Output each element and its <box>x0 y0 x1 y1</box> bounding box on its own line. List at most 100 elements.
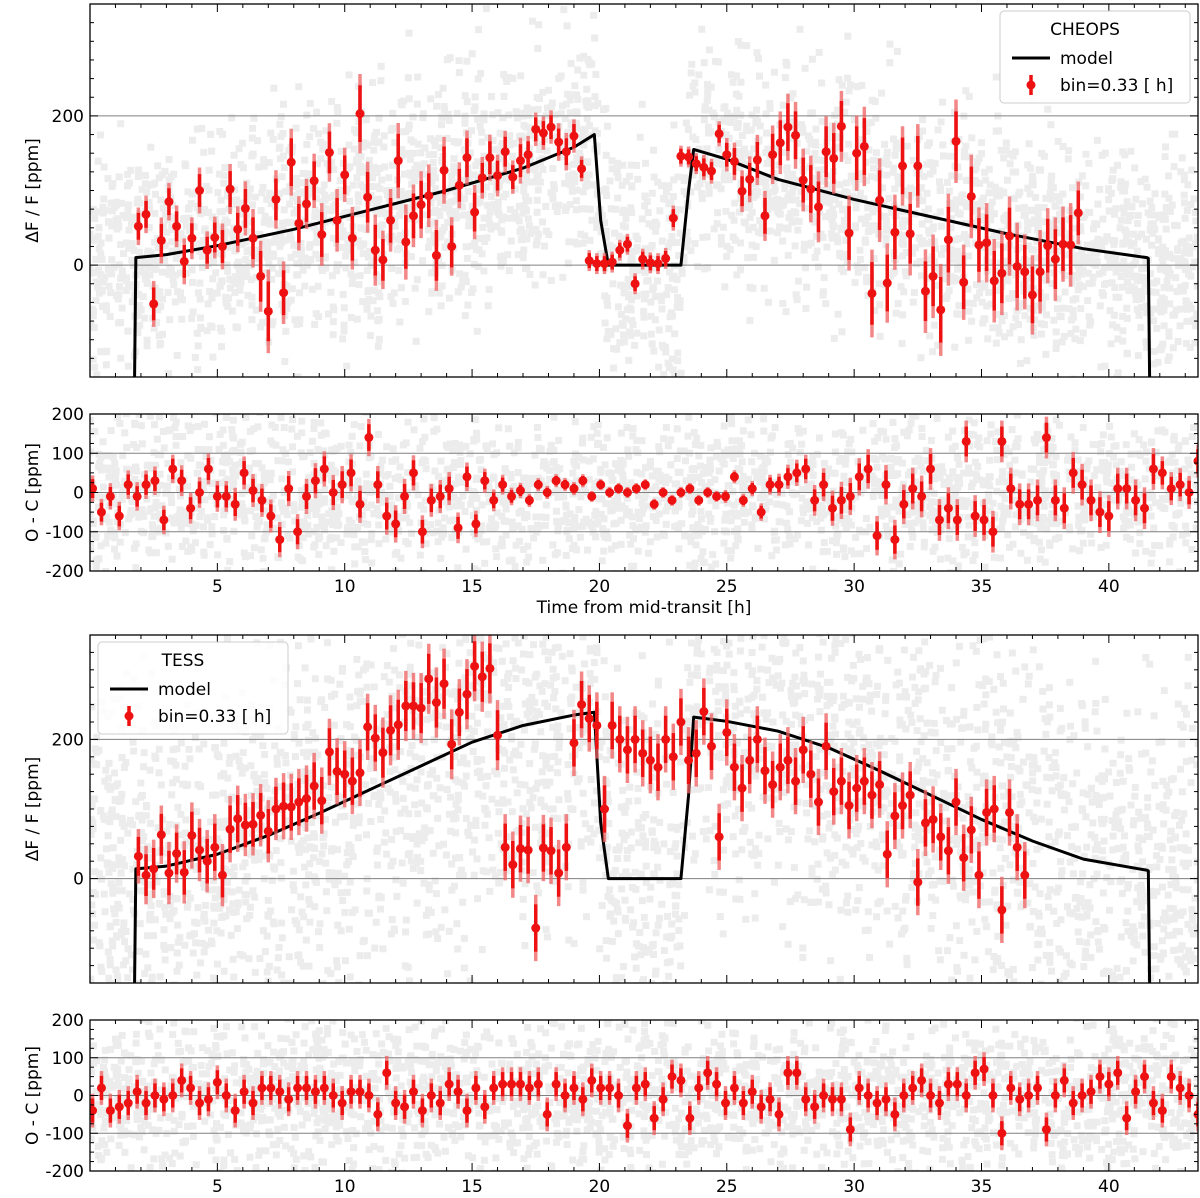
raw-point <box>199 477 207 485</box>
raw-point <box>738 458 746 466</box>
raw-point <box>278 475 286 483</box>
raw-point <box>122 239 130 247</box>
raw-point <box>811 253 819 261</box>
raw-point <box>313 108 321 116</box>
raw-point <box>812 141 820 149</box>
raw-point <box>699 470 707 478</box>
raw-point <box>316 500 324 508</box>
raw-point <box>514 469 522 477</box>
raw-point <box>1150 347 1158 355</box>
raw-point <box>844 32 852 40</box>
raw-point <box>534 230 542 238</box>
raw-point <box>389 445 397 453</box>
raw-point <box>476 198 484 206</box>
raw-point <box>863 127 871 135</box>
raw-point <box>143 336 151 344</box>
raw-point <box>1080 212 1088 220</box>
raw-point <box>1093 257 1101 265</box>
raw-point <box>654 468 662 476</box>
raw-point <box>573 123 581 131</box>
raw-point <box>1169 533 1177 541</box>
raw-point <box>146 206 154 214</box>
raw-point <box>368 530 376 538</box>
raw-point <box>212 269 220 277</box>
raw-point <box>880 588 887 595</box>
raw-point <box>1081 504 1089 512</box>
raw-point <box>1137 323 1145 331</box>
raw-point <box>760 174 768 182</box>
raw-point <box>187 200 195 208</box>
raw-point <box>642 489 650 497</box>
raw-point <box>90 269 94 277</box>
raw-point <box>892 496 900 504</box>
raw-point <box>380 132 388 140</box>
raw-point <box>270 238 278 246</box>
raw-point <box>667 199 675 207</box>
raw-point <box>1142 338 1150 346</box>
raw-point <box>102 361 110 369</box>
raw-point <box>734 119 742 127</box>
raw-point <box>873 226 881 234</box>
raw-point <box>753 106 761 114</box>
raw-point <box>1099 379 1106 386</box>
raw-point <box>799 504 807 512</box>
raw-point <box>468 288 476 296</box>
raw-point <box>160 444 168 452</box>
raw-point <box>161 167 169 175</box>
data-point <box>615 245 625 255</box>
raw-point <box>688 60 696 68</box>
data-point <box>875 195 885 205</box>
raw-point <box>1065 305 1073 313</box>
raw-point <box>773 536 781 544</box>
raw-point <box>760 173 768 181</box>
raw-point <box>248 134 256 142</box>
raw-point <box>168 515 176 523</box>
raw-point <box>491 404 498 411</box>
raw-point <box>1078 249 1086 257</box>
raw-point <box>359 241 367 249</box>
raw-point <box>773 207 781 215</box>
raw-point <box>658 237 666 245</box>
raw-point <box>463 254 471 262</box>
raw-point <box>292 182 300 190</box>
raw-point <box>297 200 305 208</box>
raw-point <box>373 209 381 217</box>
data-point <box>752 155 762 165</box>
raw-point <box>878 508 886 516</box>
raw-point <box>362 470 370 478</box>
raw-point <box>841 553 849 561</box>
raw-point <box>322 430 330 438</box>
raw-point <box>1142 302 1150 310</box>
raw-point <box>533 237 541 245</box>
raw-point <box>293 259 301 267</box>
raw-point <box>196 461 204 469</box>
raw-point <box>124 182 132 190</box>
raw-point <box>1098 151 1106 159</box>
raw-point <box>1011 291 1019 299</box>
raw-point <box>739 482 747 490</box>
raw-point <box>559 102 567 110</box>
raw-point <box>816 492 824 500</box>
raw-point <box>296 320 304 328</box>
raw-point <box>993 456 1001 464</box>
raw-point <box>100 274 108 282</box>
raw-point <box>422 497 430 505</box>
raw-point <box>1041 257 1049 265</box>
raw-point <box>102 452 110 460</box>
raw-point <box>891 151 899 159</box>
raw-point <box>733 106 741 114</box>
raw-point <box>262 602 269 609</box>
raw-point <box>1147 220 1155 228</box>
raw-point <box>861 220 869 228</box>
raw-point <box>1166 269 1174 277</box>
raw-point <box>506 206 514 214</box>
raw-point <box>887 271 895 279</box>
raw-point <box>444 219 452 227</box>
raw-point <box>306 243 314 251</box>
raw-point <box>601 533 609 541</box>
raw-point <box>134 329 142 337</box>
raw-point <box>669 366 677 374</box>
raw-point <box>660 494 668 502</box>
raw-point <box>220 179 228 187</box>
raw-point <box>1000 257 1008 265</box>
